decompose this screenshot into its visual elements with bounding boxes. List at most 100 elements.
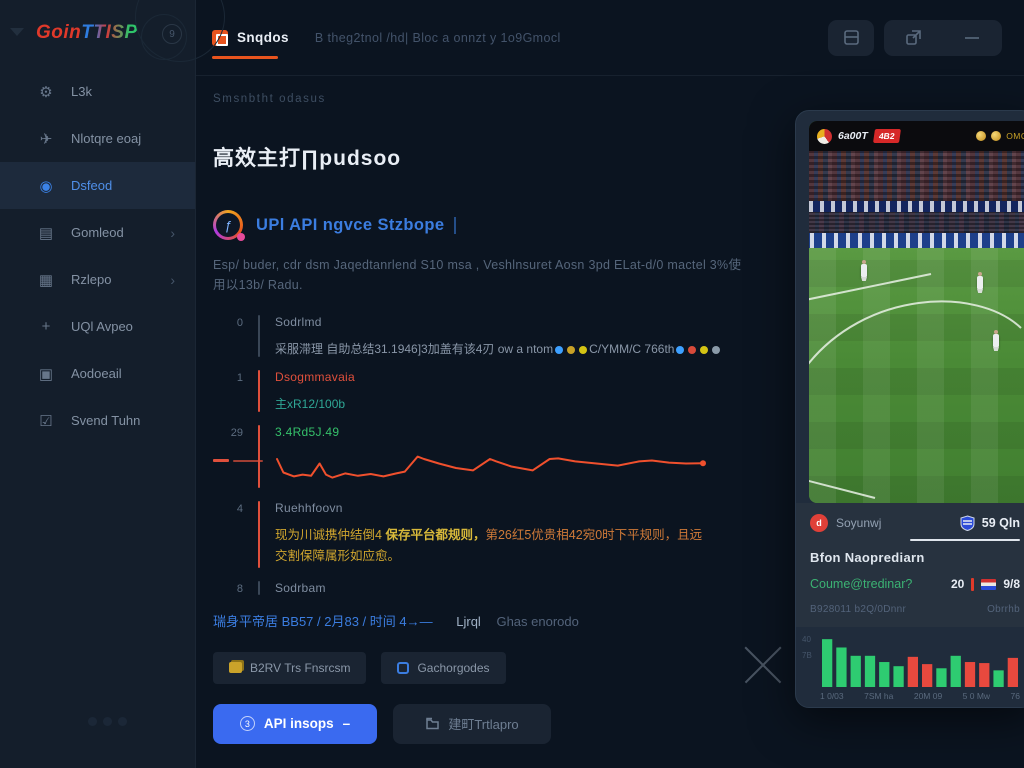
window-panel-button[interactable] <box>828 19 874 56</box>
step-divider <box>258 315 260 357</box>
archive-icon: ▣ <box>38 365 54 383</box>
sidebar-item-rzlepo[interactable]: ▦ Rzlepo › <box>0 256 195 303</box>
header-toolbar <box>828 19 1002 56</box>
club-crest-icon <box>817 128 832 144</box>
chevron-right-icon: › <box>170 224 175 241</box>
y-axis-label: 7B <box>802 651 812 660</box>
sidebar-item-label: UQl Avpeo <box>71 319 133 334</box>
live-video-player[interactable]: 6a00T 4B2 OMQ <box>809 121 1024 503</box>
stadium-crowd-lower <box>809 212 1024 233</box>
header-subtitle: B theg2tnol /hd| Bloc a onnzt y 1o9Gmocl <box>314 30 561 45</box>
step-number: 4 <box>236 503 243 515</box>
filter-link-muted: Ghas enorodo <box>496 613 579 629</box>
window-controls-group <box>884 19 1002 56</box>
step-detail: 采服滞理 自助总结31.1946]3加盖有该4刃 ow a ntom C/YMM/… <box>275 340 778 357</box>
team1-name: Soyunwj <box>836 516 882 530</box>
team2-group: 59 Qln <box>960 515 1020 531</box>
trend-line-chart <box>276 455 706 479</box>
step-divider <box>258 501 260 568</box>
sidebar-collapse-icon[interactable] <box>10 28 24 36</box>
blue-square-icon <box>397 661 410 674</box>
status-dots <box>674 342 722 356</box>
main-content: 高效主打∏pudsoo ƒ UPl API ngvce Stzbope Esp/… <box>213 142 778 744</box>
sidebar-item-uql-avpeo[interactable]: + UQl Avpeo <box>0 303 195 350</box>
close-icon[interactable] <box>740 642 786 688</box>
market-link[interactable]: Coume@tredinar? <box>810 577 913 591</box>
step-divider <box>258 425 260 488</box>
market-row: Coume@tredinar? 20 9/8 <box>810 577 1020 591</box>
trend-chart-wrap <box>213 447 778 488</box>
pitch-markings <box>809 273 1022 499</box>
trtlapro-button[interactable]: 建町Trtlapro <box>393 703 551 744</box>
chip-b2rv[interactable]: B2RV Trs Fnsrcsm <box>213 651 367 684</box>
text-cursor-decoration <box>454 216 457 234</box>
checkbox-icon: ☑ <box>39 412 53 430</box>
sidebar-item-aodoeail[interactable]: ▣ Aodoeail <box>0 350 195 397</box>
dash-icon: – <box>342 716 351 731</box>
sidebar-item-label: Aodoeail <box>71 366 122 381</box>
video-topbar-right: OMQ <box>976 131 1024 141</box>
step-label: Sodrlmd <box>275 315 322 329</box>
score-group: 20 9/8 <box>951 577 1020 591</box>
coin-icon <box>991 131 1002 141</box>
sidebar-footer-decoration <box>88 717 127 726</box>
bar-chart-plot <box>822 639 1018 687</box>
filter-link-primary[interactable]: 瑞身平帝居 BB57 / 2月83 / 时间 4→— <box>213 613 433 629</box>
broadcaster-name: 6a00T <box>838 130 868 142</box>
api-insops-button[interactable]: 3 API insops – <box>213 703 377 744</box>
sidebar-item-label: Svend Tuhn <box>71 413 141 428</box>
y-axis-label: 40 <box>802 635 811 644</box>
step-number: 29 <box>230 427 243 439</box>
page-title: 高效主打∏pudsoo <box>213 147 402 170</box>
external-link-icon[interactable] <box>905 29 922 46</box>
sidebar-item-label: Dsfeod <box>71 178 113 193</box>
action-buttons: 3 API insops – 建町Trtlapro <box>213 703 778 744</box>
meta-right[interactable]: Obrrhb <box>987 604 1020 615</box>
match-title: Bfon Naoprediarn <box>810 550 925 565</box>
video-topbar: 6a00T 4B2 OMQ <box>809 121 1024 151</box>
teams-row: d Soyunwj 59 Qln <box>810 514 1020 532</box>
minimize-icon[interactable] <box>963 29 981 46</box>
active-tab-underline <box>212 56 278 59</box>
sidebar-nav: ⚙ L3k ✈ Nlotqre eoaj ◉ Dsfeod ▤ Gomleod … <box>0 68 195 444</box>
step-item-8: 8 Sodrbam <box>213 580 778 595</box>
volume-bar-chart: 40 7B 1 0/03 7SM ha 20M 09 5 0 Mw 76 <box>796 627 1024 707</box>
tab-label: Snqdos <box>237 30 289 45</box>
chevron-right-icon: › <box>170 271 175 288</box>
chip-label: Gachorgodes <box>417 660 490 675</box>
grid-icon: ▤ <box>38 224 54 242</box>
sidebar-item-svend-tuhn[interactable]: ☑ Svend Tuhn <box>0 397 195 444</box>
yellow-blocks-icon <box>229 662 242 673</box>
step-sublabel: 主xR12/100b <box>275 397 346 411</box>
notification-badge[interactable]: 9 <box>162 24 182 44</box>
sidebar-item-l3k[interactable]: ⚙ L3k <box>0 68 195 115</box>
player-figure <box>993 330 999 347</box>
step-divider <box>258 580 260 595</box>
api-brand-icon: ƒ <box>213 210 245 241</box>
sidebar-item-label: Gomleod <box>71 225 124 240</box>
team2-name: 59 Qln <box>981 516 1020 530</box>
sidebar-item-dsfeod-active[interactable]: ◉ Dsfeod <box>0 162 195 209</box>
score-right: 9/8 <box>1003 577 1020 591</box>
football-pitch <box>809 248 1024 503</box>
tab-snqdos[interactable]: Snqdos <box>212 29 289 46</box>
step-item-4: 4 Ruehhfoovn 现为川诚携仲结倒4 保存平台都规则，第26红5优贵相4… <box>213 501 778 568</box>
step-warning-text: 现为川诚携仲结倒4 保存平台都规则，第26红5优贵相42宛0时下平规则，且远 交… <box>275 528 703 564</box>
step-label: Sodrbam <box>275 580 326 595</box>
app-logo: GoinTTISP <box>0 0 195 44</box>
sidebar-item-gomleod[interactable]: ▤ Gomleod › <box>0 209 195 256</box>
meta-row: B928011 b2Q/0Dnnr Obrrhb <box>810 604 1020 615</box>
step-number: 1 <box>236 372 243 384</box>
score-divider <box>971 577 975 591</box>
sidebar-item-nlotqre[interactable]: ✈ Nlotqre eoaj <box>0 115 195 162</box>
score-left: 20 <box>950 577 965 591</box>
filter-link-secondary[interactable]: Ljrql <box>456 613 481 629</box>
step-number: 0 <box>236 317 243 329</box>
decorative-circle <box>141 14 187 60</box>
step-item-0: 0 Sodrlmd 采服滞理 自助总结31.1946]3加盖有该4刃 ow a … <box>213 315 778 357</box>
chip-gachorgodes[interactable]: Gachorgodes <box>381 651 506 684</box>
plus-icon: + <box>41 318 51 335</box>
secondary-button-label: 建町Trtlapro <box>448 717 519 732</box>
api-section-header: ƒ UPl API ngvce Stzbope <box>213 210 778 241</box>
window-icon <box>843 29 860 46</box>
